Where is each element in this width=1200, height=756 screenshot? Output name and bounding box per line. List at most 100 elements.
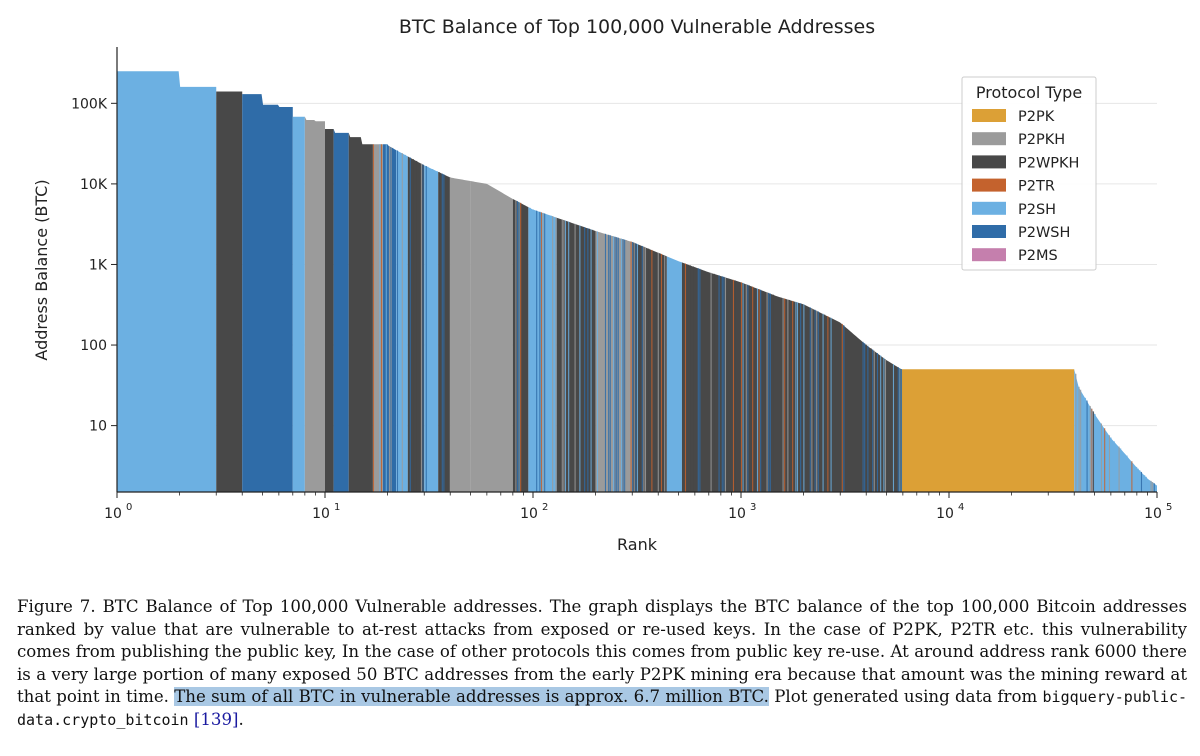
x-tick-exponent: 2: [542, 502, 548, 513]
bar-stripe: [1100, 423, 1103, 492]
bar-stripe: [441, 173, 443, 492]
bar-stripe: [782, 298, 784, 492]
x-tick-exponent: 5: [1166, 502, 1172, 513]
bar-stripe: [830, 317, 832, 492]
legend-frame: [961, 76, 1097, 271]
bar-stripe: [745, 284, 747, 492]
bar-stripe: [1108, 435, 1111, 492]
bar-stripe: [862, 341, 864, 492]
bar-stripe: [897, 367, 899, 492]
bar-stripe: [443, 174, 445, 492]
bar-p2sh: [666, 256, 682, 492]
y-tick-label: 10: [89, 419, 107, 435]
bar-stripe: [1094, 414, 1096, 492]
legend-swatch-p2wsh: [972, 225, 1006, 238]
y-tick-label: 100: [80, 338, 107, 354]
bar-stripe: [841, 323, 843, 492]
bar-stripe: [620, 238, 623, 492]
bar-stripe: [420, 163, 423, 492]
bar-stripe: [401, 153, 403, 493]
y-axis-label: Address Balance (BTC): [32, 179, 51, 360]
bar-stripe: [713, 273, 715, 492]
bar-stripe: [769, 293, 771, 492]
bar-stripe: [752, 286, 754, 492]
bar-stripe: [803, 304, 805, 492]
bar-stripe: [641, 245, 643, 492]
x-tick-label: 10: [936, 506, 954, 522]
caption-reference-link[interactable]: [139]: [193, 709, 239, 729]
bar-stripe: [540, 212, 543, 493]
legend-swatch-p2tr: [972, 178, 1006, 192]
bar-stripe: [1080, 389, 1082, 492]
bar-stripe: [564, 220, 567, 492]
bar-stripe: [633, 242, 635, 492]
bar-stripe: [1089, 405, 1091, 492]
bar-stripe: [880, 355, 882, 492]
bar-stripe: [865, 344, 867, 492]
bar-stripe: [612, 236, 615, 492]
x-tick-exponent: 0: [126, 502, 132, 513]
bar-stripe: [1145, 476, 1147, 492]
bar-stripe: [872, 349, 874, 492]
bar-p2pkh: [372, 144, 383, 493]
bar-stripe: [788, 299, 791, 492]
bar-stripe: [625, 240, 627, 492]
bar-p2pkh: [450, 177, 471, 492]
bar-stripe: [692, 266, 695, 492]
bar-stripe: [1086, 400, 1088, 492]
bar-stripe: [425, 166, 427, 492]
bar-stripe: [900, 369, 903, 492]
legend-title: Protocol Type: [976, 83, 1082, 102]
bar-p2wpkh: [348, 132, 373, 492]
bar-stripe: [1091, 408, 1093, 492]
bar-stripe: [529, 207, 531, 493]
bar-stripe: [1075, 373, 1077, 492]
y-tick-label: 1K: [89, 257, 108, 273]
bar-stripe: [659, 253, 661, 492]
legend: Protocol Type P2PK P2PKH P2WPKH P2TR P2SH P2W…: [961, 76, 1097, 271]
bar-stripe: [515, 200, 517, 492]
bar-stripe: [1139, 470, 1141, 492]
bar-stripe: [718, 275, 720, 492]
bar-stripe: [520, 202, 522, 493]
bar-p2wpkh: [216, 91, 243, 492]
bar-p2sh: [292, 116, 305, 492]
bar-stripe: [796, 302, 799, 492]
bar-stripe: [768, 292, 770, 492]
bar-stripe: [758, 289, 760, 492]
bar-stripe: [684, 263, 687, 492]
bar-stripe: [614, 236, 616, 492]
bar-stripe: [412, 159, 415, 492]
bar-stripe: [579, 225, 581, 492]
bar-stripe: [574, 223, 576, 492]
bar-stripe: [416, 160, 418, 493]
bar-stripe: [867, 345, 869, 492]
bar-stripe: [740, 282, 743, 492]
bar-stripe: [899, 368, 901, 492]
bar-stripe: [409, 157, 411, 492]
x-tick-label: 10: [1144, 506, 1162, 522]
bar-stripe: [864, 343, 866, 492]
bar-p2pk: [901, 369, 1075, 492]
bar-stripe: [392, 147, 394, 492]
bar-p2wsh: [242, 94, 293, 492]
bar-stripe: [784, 298, 786, 492]
bar-stripe: [550, 215, 552, 492]
bar-stripe: [1120, 448, 1122, 492]
caption-highlight: The sum of all BTC in vulnerable address…: [174, 687, 769, 707]
bar-stripe: [660, 253, 663, 492]
x-tick-label: 10: [728, 506, 746, 522]
bar-stripe: [542, 212, 544, 492]
bar-stripe: [1110, 437, 1112, 492]
bar-stripe: [544, 213, 546, 492]
bar-stripe: [609, 235, 611, 492]
bar-stripe: [555, 217, 557, 493]
y-tick-label: 100K: [71, 96, 108, 112]
bar-stripe: [372, 144, 375, 493]
bar-stripe: [814, 309, 816, 492]
legend-label-p2tr: P2TR: [1018, 179, 1055, 195]
legend-label-p2ms: P2MS: [1018, 248, 1058, 264]
x-tick-exponent: 1: [334, 502, 340, 513]
chart-title: BTC Balance of Top 100,000 Vulnerable Ad…: [399, 16, 875, 38]
